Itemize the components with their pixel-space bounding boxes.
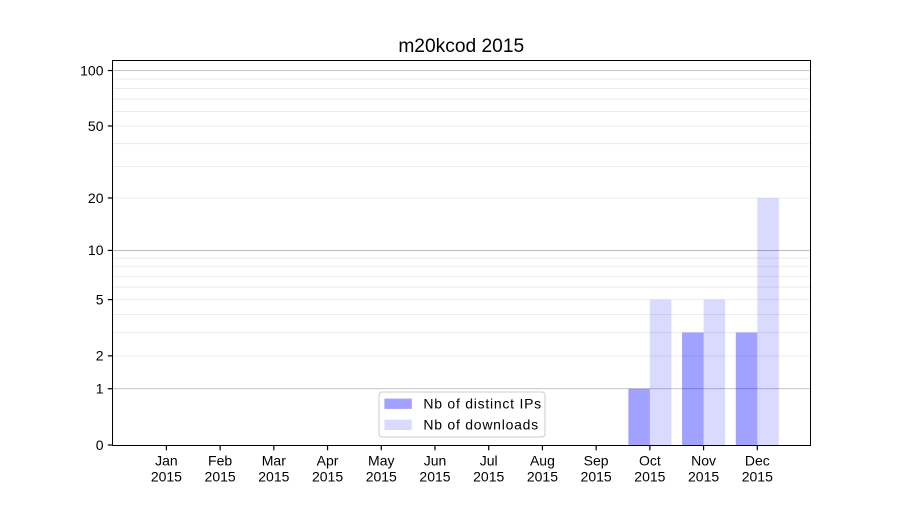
svg-text:Nb of downloads: Nb of downloads (423, 417, 539, 433)
svg-text:10: 10 (88, 242, 104, 258)
svg-text:Jan: Jan (155, 453, 178, 469)
svg-text:Feb: Feb (208, 453, 232, 469)
svg-text:Aug: Aug (530, 453, 555, 469)
svg-text:2015: 2015 (473, 469, 504, 485)
svg-text:Nb of distinct IPs: Nb of distinct IPs (423, 396, 542, 412)
svg-text:Apr: Apr (317, 453, 339, 469)
svg-text:2015: 2015 (419, 469, 450, 485)
svg-text:5: 5 (96, 291, 104, 307)
svg-text:May: May (368, 453, 394, 469)
svg-text:50: 50 (88, 118, 104, 134)
svg-text:Oct: Oct (639, 453, 661, 469)
svg-text:2015: 2015 (634, 469, 665, 485)
svg-text:2015: 2015 (258, 469, 289, 485)
svg-text:2015: 2015 (312, 469, 343, 485)
svg-text:Mar: Mar (262, 453, 286, 469)
svg-text:2015: 2015 (742, 469, 773, 485)
svg-text:2015: 2015 (581, 469, 612, 485)
svg-text:2015: 2015 (151, 469, 182, 485)
svg-text:2015: 2015 (527, 469, 558, 485)
svg-text:Nov: Nov (691, 453, 716, 469)
svg-text:Jun: Jun (424, 453, 447, 469)
svg-text:0: 0 (96, 437, 104, 453)
svg-text:2015: 2015 (688, 469, 719, 485)
svg-text:2015: 2015 (205, 469, 236, 485)
svg-text:Jul: Jul (480, 453, 498, 469)
svg-text:Dec: Dec (745, 453, 770, 469)
svg-text:2: 2 (96, 348, 104, 364)
svg-text:100: 100 (80, 62, 104, 78)
svg-text:m20kcod 2015: m20kcod 2015 (398, 36, 524, 57)
svg-text:20: 20 (88, 190, 104, 206)
svg-text:2015: 2015 (366, 469, 397, 485)
svg-text:1: 1 (96, 381, 104, 397)
svg-text:Sep: Sep (584, 453, 609, 469)
